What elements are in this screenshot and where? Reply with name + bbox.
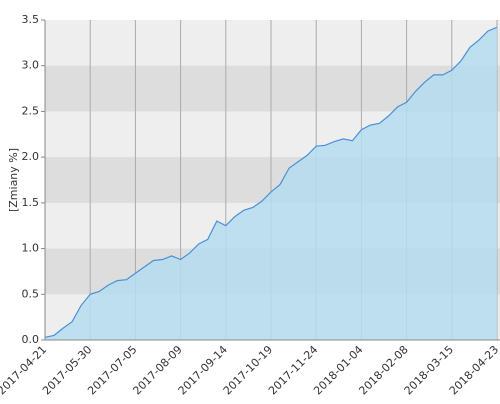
y-tick-label: 2.5 [22,104,40,117]
area [45,27,497,341]
y-tick-label: 0.5 [22,287,40,300]
y-tick-label: 1.5 [22,196,40,209]
y-tick-label: 0.0 [22,333,40,346]
y-tick-label: 3.5 [22,13,40,26]
y-tick-label: 3.0 [22,59,40,72]
y-tick-label: 2.0 [22,150,40,163]
y-tick-label: 1.0 [22,242,40,255]
y-axis-label: [Zmiany %] [7,148,20,212]
line [44,26,498,338]
